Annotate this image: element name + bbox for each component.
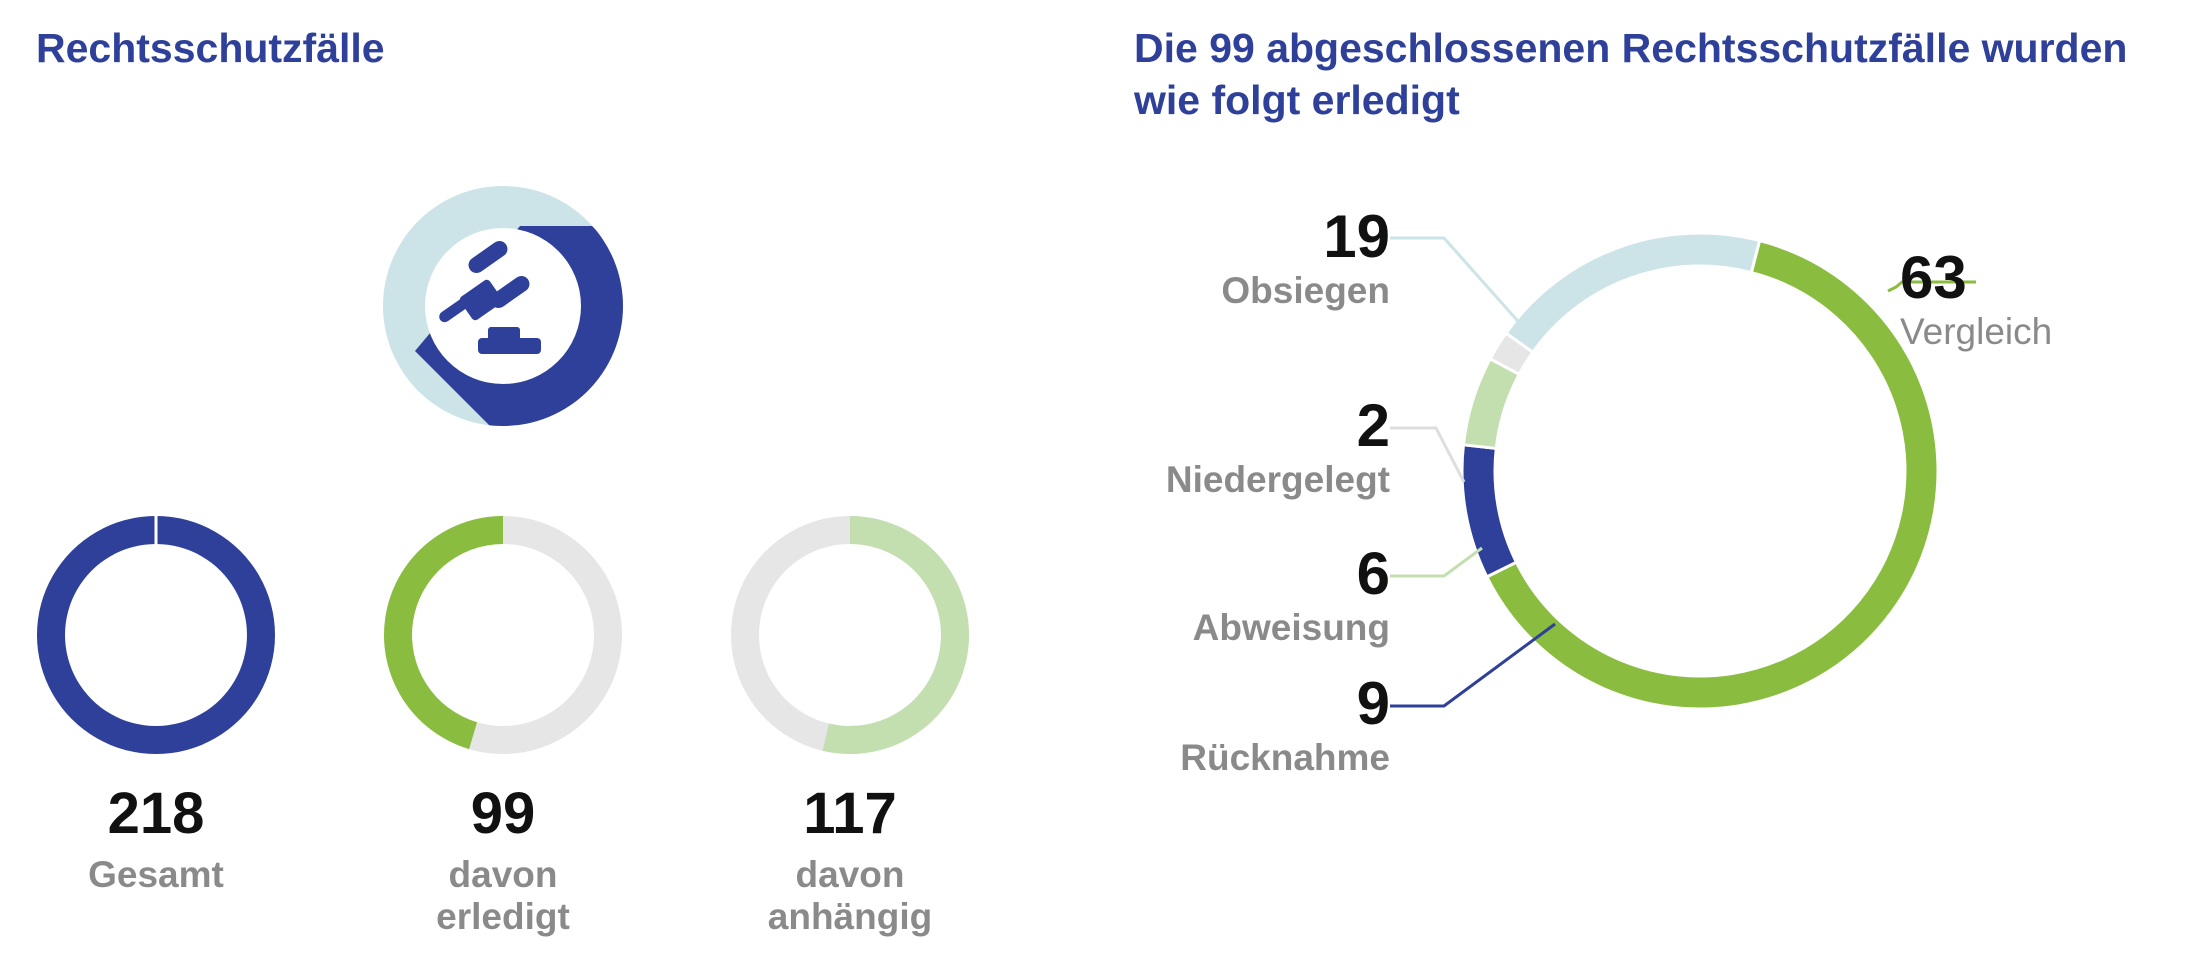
donut-slice-obsiegen (1504, 231, 1762, 354)
slice-label: Rücknahme (1180, 737, 1390, 778)
slice-label: Vergleich (1900, 311, 2052, 352)
slice-label: Obsiegen (1221, 270, 1390, 311)
slice-label: Abweisung (1193, 607, 1390, 648)
leader-line (1887, 280, 1976, 293)
leader-line (1390, 236, 1526, 329)
chart-title-right: Die 99 abgeschlossenen Rechtsschutzfälle… (1134, 25, 2128, 123)
slice-value: 9 (1357, 670, 1390, 737)
slice-label: Niedergelegt (1166, 459, 1390, 500)
summary-label: erledigt (436, 896, 570, 937)
summary-value: 117 (803, 781, 897, 846)
slice-value: 63 (1900, 244, 1967, 311)
donut-slice-abweisung (1461, 357, 1521, 450)
leader-line (1390, 426, 1466, 483)
slice-value: 2 (1357, 392, 1390, 459)
slice-value: 6 (1357, 540, 1390, 607)
leader-line (1390, 546, 1483, 578)
summary-label: davon (796, 854, 905, 895)
summary-label: Gesamt (88, 854, 224, 895)
gavel-badge (383, 186, 623, 426)
summary-label: davon (449, 854, 558, 895)
gavel-icon (439, 240, 541, 354)
ring-fill (822, 516, 970, 754)
slice-value: 19 (1323, 203, 1390, 270)
ring-fill (36, 516, 275, 755)
summary-gesamt-ring: 218 Gesamt (36, 515, 275, 895)
ring-fill (384, 516, 503, 750)
donut-slice-vergleich (1485, 239, 1940, 711)
leader-line (1390, 622, 1556, 708)
summary-label: anhängig (768, 896, 932, 937)
summary-value: 218 (108, 781, 205, 846)
summary-value: 99 (471, 781, 536, 846)
chart-title-left: Rechtsschutzfälle (36, 25, 385, 71)
